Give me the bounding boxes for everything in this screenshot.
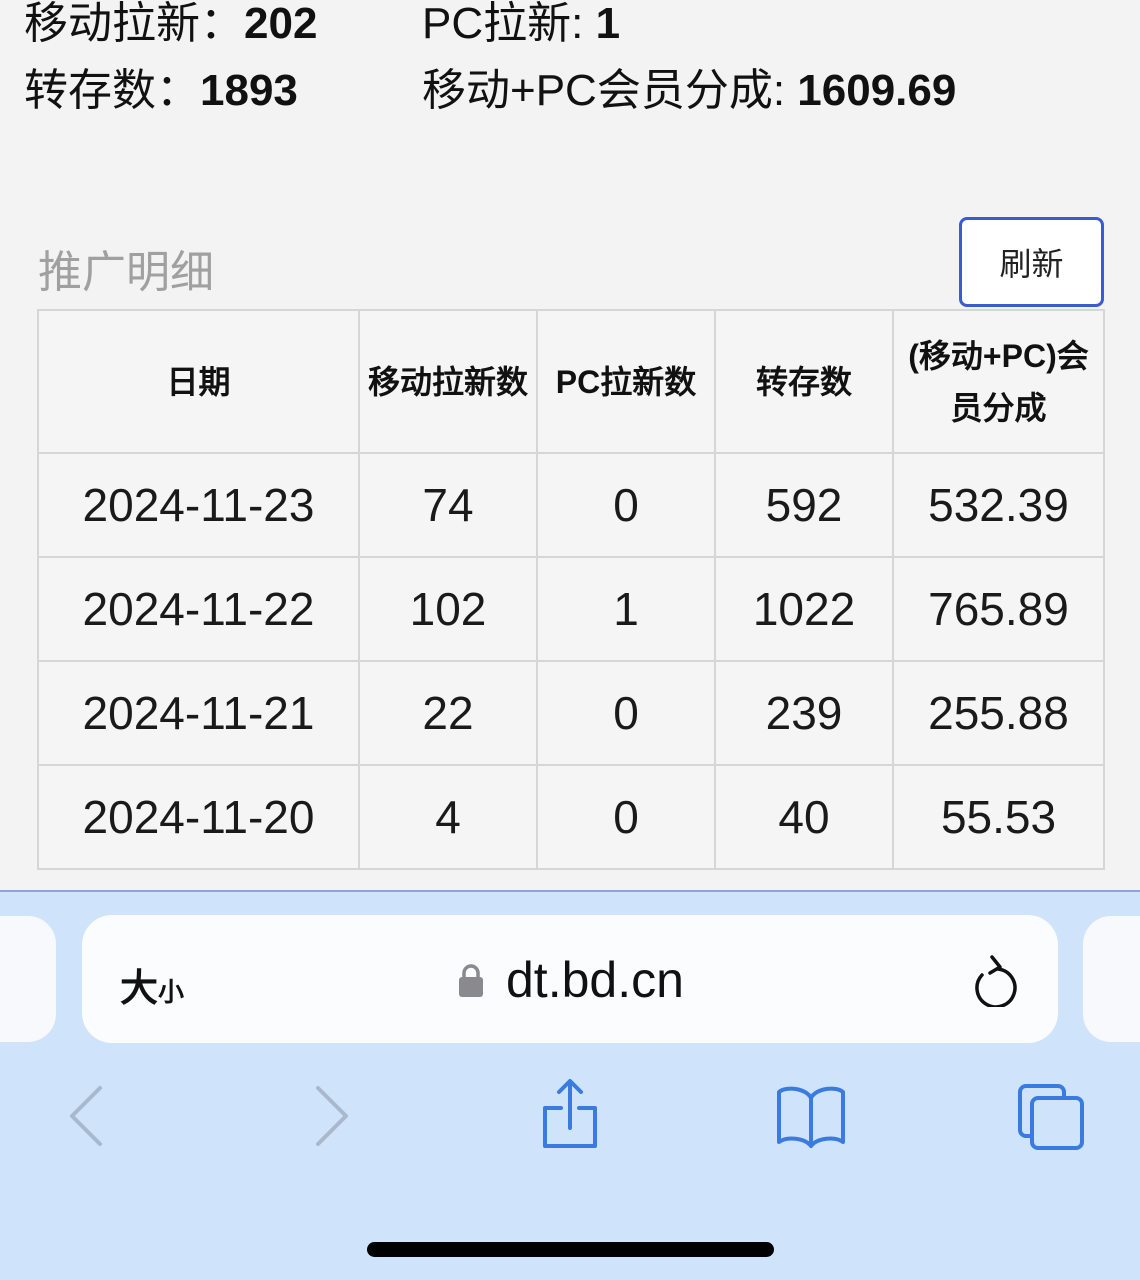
col-revenue: (移动+PC)会员分成 bbox=[892, 309, 1105, 454]
cell-pc-new: 0 bbox=[536, 764, 716, 870]
cell-date: 2024-11-22 bbox=[37, 556, 360, 662]
cell-saves: 592 bbox=[714, 452, 894, 558]
cell-date: 2024-11-21 bbox=[37, 660, 360, 766]
stat-mobile-new: 移动拉新：202 bbox=[24, 0, 317, 48]
col-saves: 转存数 bbox=[714, 309, 894, 454]
table-row: 2024-11-20 4 0 40 55.53 bbox=[37, 764, 1105, 870]
share-icon[interactable] bbox=[535, 1078, 605, 1158]
cell-mobile-new: 102 bbox=[358, 556, 538, 662]
text-size-button[interactable]: 大小 bbox=[120, 957, 184, 1012]
promotion-table: 日期 移动拉新数 PC拉新数 转存数 (移动+PC)会员分成 2024-11-2… bbox=[37, 309, 1105, 870]
home-indicator[interactable] bbox=[367, 1242, 774, 1257]
cell-revenue: 55.53 bbox=[892, 764, 1105, 870]
cell-date: 2024-11-23 bbox=[37, 452, 360, 558]
cell-mobile-new: 74 bbox=[358, 452, 538, 558]
value: 202 bbox=[244, 0, 318, 48]
table-row: 2024-11-23 74 0 592 532.39 bbox=[37, 452, 1105, 558]
cell-revenue: 255.88 bbox=[892, 660, 1105, 766]
back-icon[interactable] bbox=[60, 1078, 130, 1158]
stat-pc-new: PC拉新: 1 bbox=[422, 0, 620, 48]
stat-revenue: 移动+PC会员分成: 1609.69 bbox=[422, 67, 956, 115]
col-mobile-new: 移动拉新数 bbox=[358, 309, 538, 454]
table-header: 日期 移动拉新数 PC拉新数 转存数 (移动+PC)会员分成 bbox=[37, 309, 1105, 454]
cell-revenue: 765.89 bbox=[892, 556, 1105, 662]
refresh-button[interactable]: 刷新 bbox=[959, 217, 1104, 307]
label: 小 bbox=[158, 977, 185, 1007]
col-pc-new: PC拉新数 bbox=[536, 309, 716, 454]
tabs-icon[interactable] bbox=[1016, 1078, 1086, 1158]
previous-tab-preview[interactable] bbox=[0, 916, 56, 1042]
stat-saves: 转存数：1893 bbox=[24, 67, 298, 115]
url-host[interactable]: dt.bd.cn bbox=[506, 952, 684, 1008]
cell-pc-new: 0 bbox=[536, 660, 716, 766]
value: 1609.69 bbox=[797, 66, 957, 115]
forward-icon[interactable] bbox=[298, 1078, 368, 1158]
col-date: 日期 bbox=[37, 309, 360, 454]
bookmarks-icon[interactable] bbox=[776, 1078, 846, 1158]
cell-saves: 1022 bbox=[714, 556, 894, 662]
lock-icon bbox=[459, 964, 483, 997]
table-row: 2024-11-22 102 1 1022 765.89 bbox=[37, 556, 1105, 662]
value: 1 bbox=[595, 0, 621, 48]
cell-pc-new: 1 bbox=[536, 556, 716, 662]
label: PC拉新: bbox=[422, 0, 596, 48]
label: 移动拉新： bbox=[24, 0, 244, 48]
section-title: 推广明细 bbox=[38, 248, 214, 297]
next-tab-preview[interactable] bbox=[1083, 916, 1140, 1042]
reload-icon[interactable] bbox=[968, 951, 1020, 1007]
label: 移动+PC会员分成: bbox=[422, 66, 798, 115]
cell-revenue: 532.39 bbox=[892, 452, 1105, 558]
label: 转存数： bbox=[24, 66, 200, 115]
cell-date: 2024-11-20 bbox=[37, 764, 360, 870]
cell-saves: 239 bbox=[714, 660, 894, 766]
cell-mobile-new: 22 bbox=[358, 660, 538, 766]
address-bar[interactable]: 大小 dt.bd.cn bbox=[82, 915, 1058, 1043]
cell-pc-new: 0 bbox=[536, 452, 716, 558]
cell-saves: 40 bbox=[714, 764, 894, 870]
value: 1893 bbox=[200, 66, 298, 115]
cell-mobile-new: 4 bbox=[358, 764, 538, 870]
label: 大 bbox=[120, 968, 159, 1010]
table-row: 2024-11-21 22 0 239 255.88 bbox=[37, 660, 1105, 766]
